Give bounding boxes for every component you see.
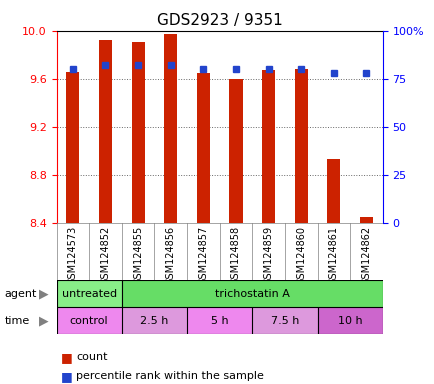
Bar	[56, 280, 122, 307]
Bar	[56, 307, 122, 334]
Text: 5 h: 5 h	[210, 316, 228, 326]
Bar	[122, 280, 382, 307]
Text: ■: ■	[61, 351, 72, 364]
Bar	[317, 307, 382, 334]
Text: GSM124573: GSM124573	[68, 225, 78, 285]
Bar	[99, 40, 112, 223]
Bar	[229, 79, 242, 223]
Text: time: time	[4, 316, 30, 326]
Text: percentile rank within the sample: percentile rank within the sample	[76, 371, 263, 381]
Text: ■: ■	[61, 370, 72, 383]
Bar	[252, 307, 317, 334]
Bar	[359, 217, 372, 223]
Text: trichostatin A: trichostatin A	[214, 289, 289, 299]
Text: GSM124862: GSM124862	[361, 225, 371, 285]
Bar	[326, 159, 339, 223]
Bar	[294, 69, 307, 223]
Text: GSM124852: GSM124852	[100, 225, 110, 285]
Text: GSM124860: GSM124860	[296, 225, 306, 285]
Text: GSM124857: GSM124857	[198, 225, 208, 285]
Text: 2.5 h: 2.5 h	[140, 316, 168, 326]
Bar	[164, 34, 177, 223]
Text: GSM124855: GSM124855	[133, 225, 143, 285]
Text: GSM124858: GSM124858	[230, 225, 240, 285]
Bar	[187, 307, 252, 334]
Text: agent: agent	[4, 289, 36, 299]
Text: ▶: ▶	[39, 287, 49, 300]
Text: 10 h: 10 h	[337, 316, 362, 326]
Text: GSM124856: GSM124856	[165, 225, 175, 285]
Bar	[122, 307, 187, 334]
Text: 7.5 h: 7.5 h	[270, 316, 299, 326]
Text: control: control	[70, 316, 108, 326]
Bar	[131, 41, 144, 223]
Bar	[261, 70, 275, 223]
Text: count: count	[76, 352, 107, 362]
Text: GSM124859: GSM124859	[263, 225, 273, 285]
Text: ▶: ▶	[39, 314, 49, 327]
Text: untreated: untreated	[62, 289, 116, 299]
Bar	[196, 73, 210, 223]
Bar	[66, 71, 79, 223]
Title: GDS2923 / 9351: GDS2923 / 9351	[156, 13, 282, 28]
Text: GSM124861: GSM124861	[328, 225, 338, 285]
